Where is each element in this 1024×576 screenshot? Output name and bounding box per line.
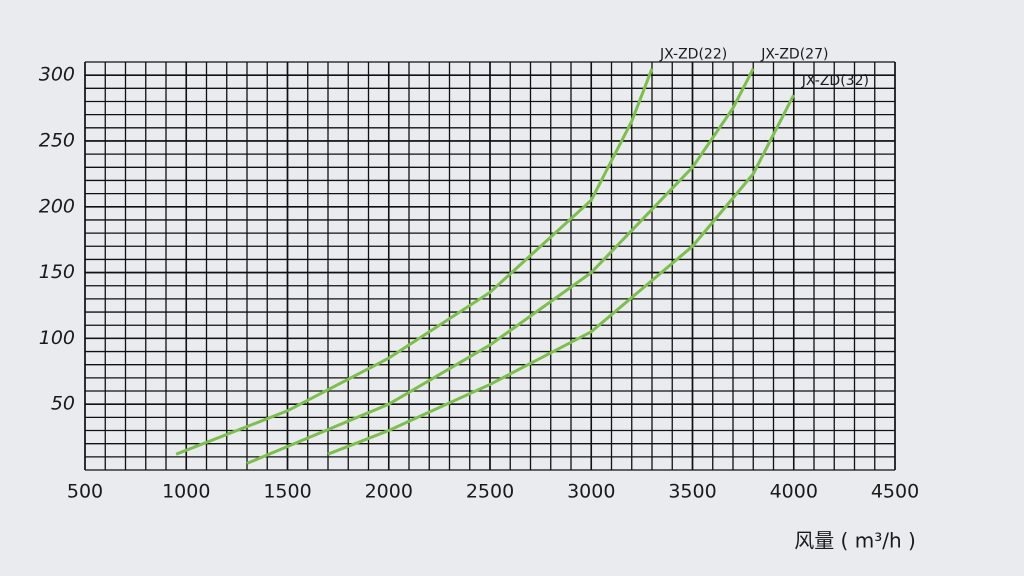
y-tick-label: 250 — [39, 129, 75, 151]
series-line — [327, 94, 796, 456]
series-label: JX-ZD(32) — [801, 73, 869, 89]
x-tick-label: 2500 — [466, 481, 514, 503]
series-line — [175, 68, 654, 456]
x-tick-label: 4500 — [871, 481, 919, 503]
y-tick-label: 100 — [39, 327, 75, 349]
series-label: JX-ZD(27) — [760, 47, 828, 63]
x-tick-label: 500 — [67, 481, 103, 503]
x-tick-label: 4000 — [770, 481, 818, 503]
y-tick-label: 50 — [51, 393, 75, 415]
x-tick-label: 3000 — [567, 481, 615, 503]
x-axis-title: 风量 ( m³/h ) — [794, 529, 916, 553]
series-label: JX-ZD(22) — [659, 47, 727, 63]
y-tick-label: 300 — [39, 64, 75, 86]
y-tick-label: 200 — [39, 195, 75, 217]
x-tick-label: 1000 — [162, 481, 210, 503]
y-tick-label: 150 — [39, 261, 75, 283]
x-tick-label: 1500 — [263, 481, 311, 503]
x-tick-label: 2000 — [365, 481, 413, 503]
x-tick-label: 3500 — [668, 481, 716, 503]
series-line — [246, 67, 755, 465]
